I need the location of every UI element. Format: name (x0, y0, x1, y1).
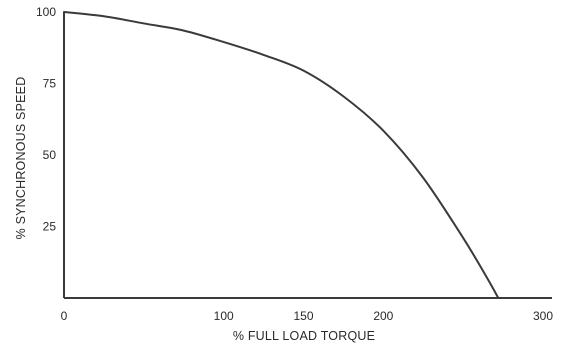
x-tick-label: 0 (61, 309, 68, 323)
y-axis-title: % SYNCHRONOUS SPEED (14, 77, 28, 240)
y-tick-label: 75 (43, 77, 57, 91)
series-layer (63, 11, 500, 299)
x-tick-label: 200 (373, 309, 393, 323)
speed-torque-curve (63, 11, 500, 299)
axes-layer (63, 12, 552, 299)
y-tick-label: 25 (43, 220, 57, 234)
y-tick-label: 100 (36, 5, 56, 19)
x-axis-title: % FULL LOAD TORQUE (233, 329, 375, 343)
x-tick-label: 100 (214, 309, 234, 323)
x-tick-label: 150 (293, 309, 313, 323)
y-tick-label: 50 (43, 148, 57, 162)
x-tick-label: 300 (533, 309, 553, 323)
tick-labels-layer: 0 100 150 200 300 25 50 75 100 (36, 5, 553, 323)
